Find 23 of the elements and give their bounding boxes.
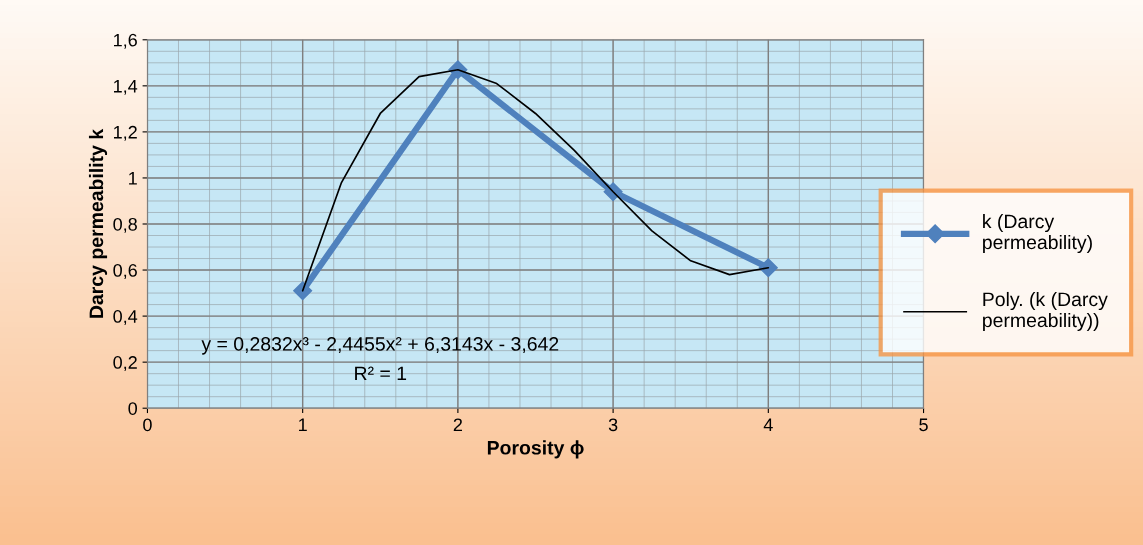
point	[293, 281, 313, 301]
y-axis-title: Darcy permeability k	[88, 128, 108, 318]
y-tick-label: 1	[129, 172, 137, 185]
y-tick-label: 0	[128, 402, 138, 415]
legend-label: k (Darcy permeability)	[983, 213, 1092, 254]
y-tick-label: 0,6	[113, 263, 137, 279]
x-axis-title: Porosity ϕ	[487, 440, 584, 459]
x-tick-label: 0	[143, 418, 152, 432]
x-tick-label: 2	[453, 418, 462, 432]
y-tick-label: 1,4	[114, 79, 138, 95]
y-tick-label: 0,2	[113, 356, 137, 372]
x-tick-label: 3	[608, 418, 618, 432]
y-tick-label: 0,8	[113, 217, 137, 233]
point	[758, 258, 778, 278]
y-tick-label: 1,2	[114, 125, 137, 141]
x-tick-label: 5	[919, 418, 928, 432]
legend-label: Poly. (k (Darcy permeability))	[983, 291, 1108, 332]
annotation: y = 0,2832x³ - 2,4455x² + 6,3143x - 3,642	[201, 337, 559, 355]
x-tick-label: 4	[763, 418, 773, 432]
y-tick-label: 0,4	[113, 310, 138, 325]
x-tick-label: 1	[299, 418, 307, 432]
y-tick-label: 1,6	[114, 33, 137, 49]
annotation: R² = 1	[355, 366, 407, 381]
